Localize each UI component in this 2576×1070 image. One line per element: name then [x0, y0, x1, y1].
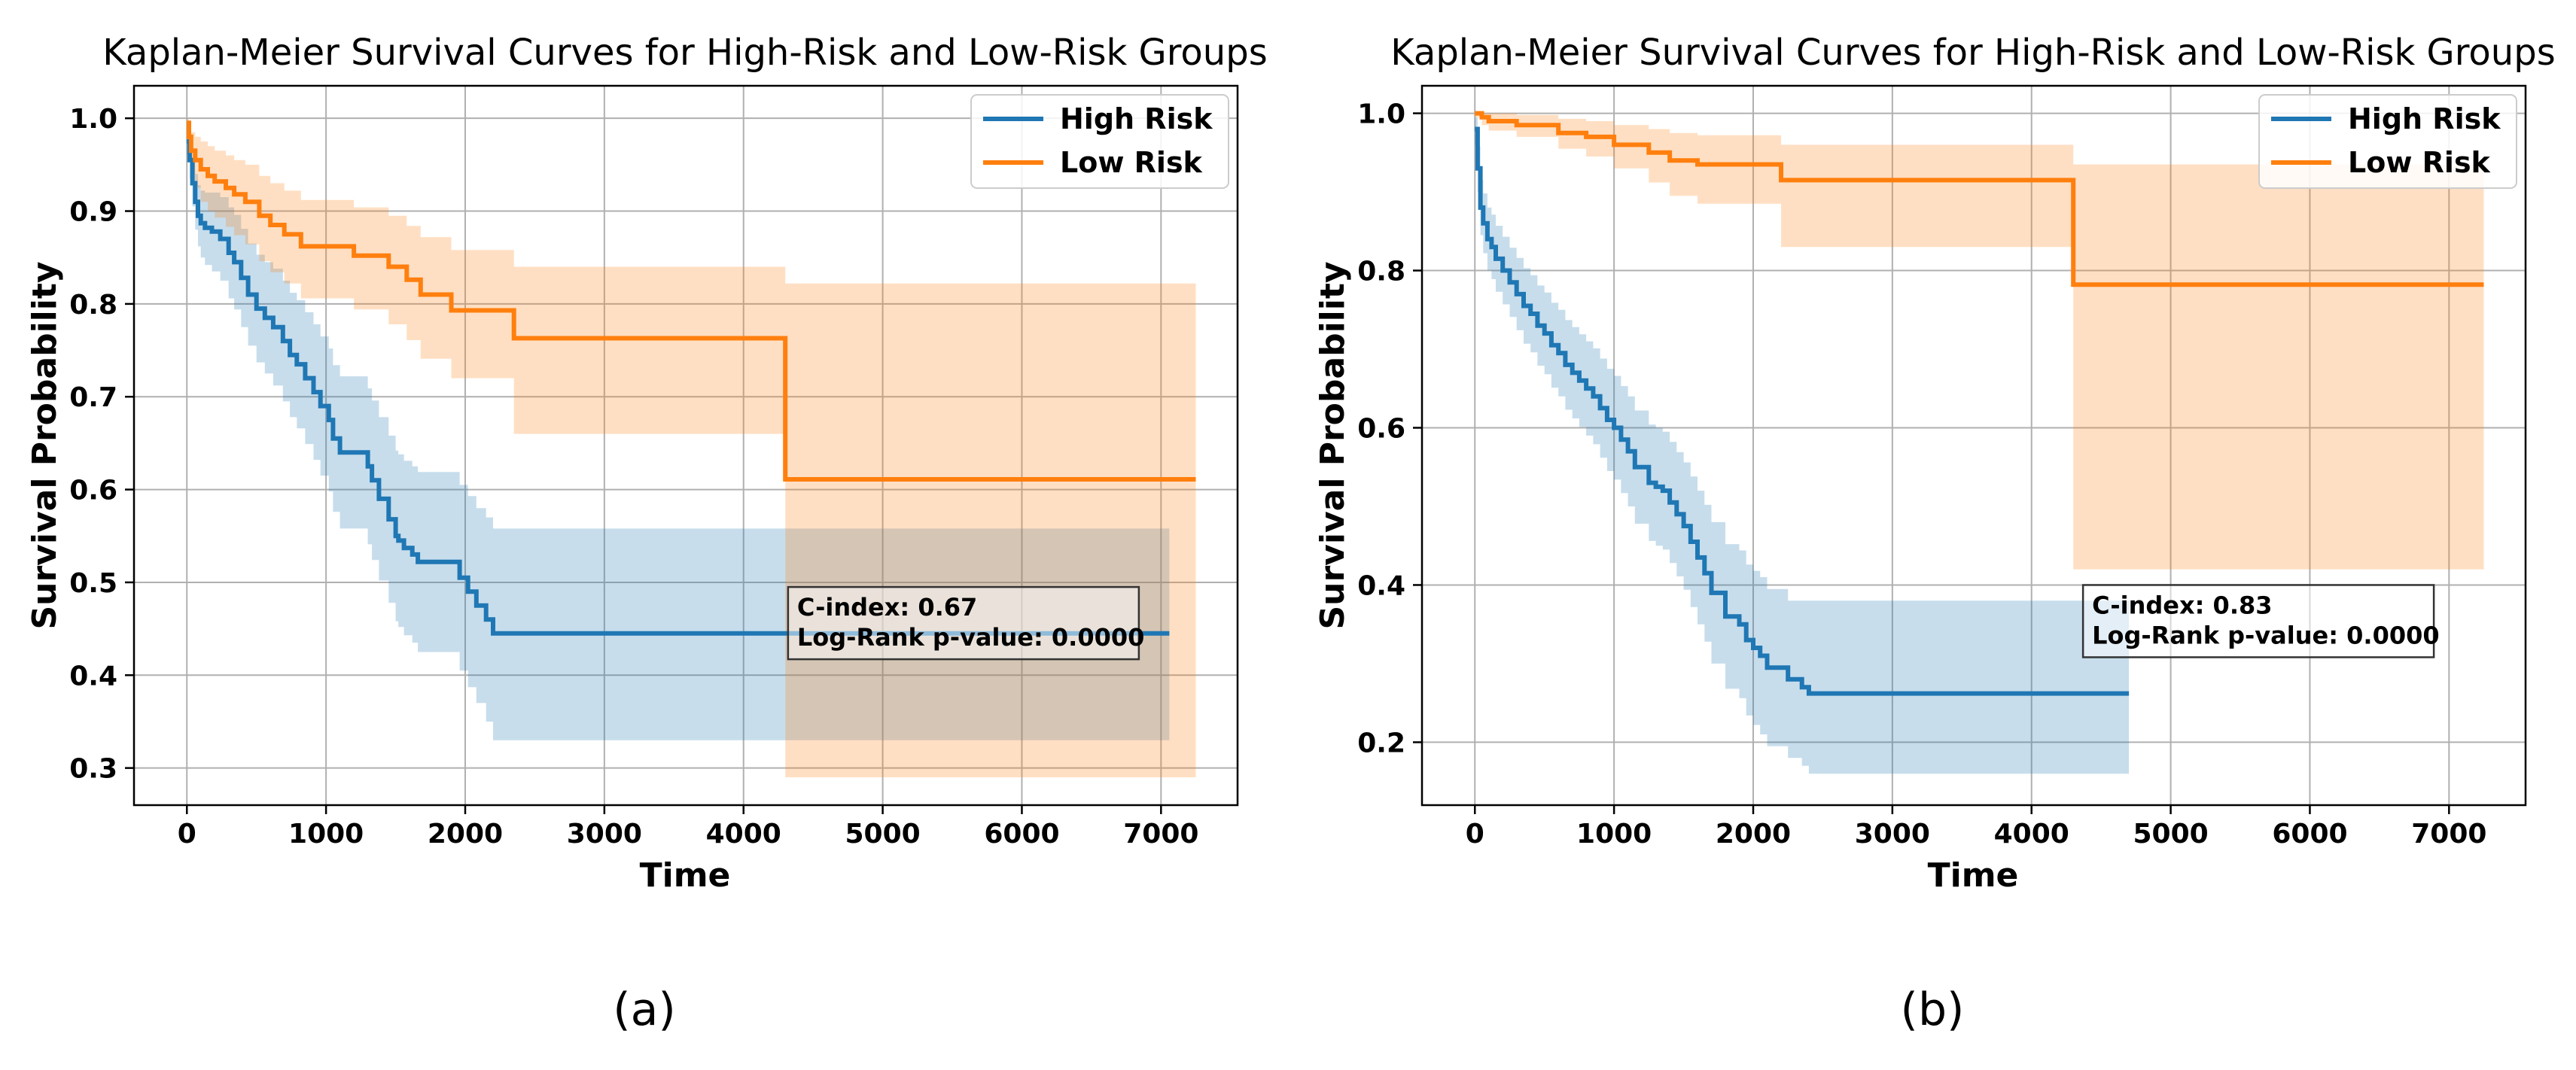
high-risk-survival-curve	[1475, 126, 2130, 696]
x-tick-label: 1000	[288, 819, 364, 850]
x-tick-label: 2000	[428, 819, 503, 850]
figure-caption: (b)	[1901, 983, 1965, 1036]
annotation-box	[787, 585, 1140, 661]
y-axis-label: Survival Probability	[1314, 261, 1352, 629]
y-tick-label: 0.4	[1357, 570, 1405, 601]
x-tick-label: 4000	[706, 819, 781, 850]
chart-panel-b: Kaplan-Meier Survival Curves for High-Ri…	[1288, 0, 2576, 1070]
c-index-annotation: C-index: 0.83	[2092, 591, 2272, 619]
x-tick-label: 7000	[2411, 819, 2486, 850]
legend-label-high-risk: High Risk	[1060, 102, 1213, 135]
y-tick-label: 0.7	[69, 382, 117, 413]
y-tick-label: 0.6	[1357, 413, 1405, 444]
x-axis-label: Time	[640, 856, 731, 895]
x-tick-label: 7000	[1123, 819, 1198, 850]
x-tick-label: 0	[1466, 819, 1484, 850]
y-tick-label: 1.0	[69, 104, 117, 135]
chart-title: Kaplan-Meier Survival Curves for High-Ri…	[102, 32, 1267, 74]
x-tick-label: 3000	[567, 819, 642, 850]
p-value-annotation: Log-Rank p-value: 0.0000	[2092, 621, 2440, 649]
p-value-annotation: Log-Rank p-value: 0.0000	[797, 623, 1145, 652]
legend-label-low-risk: Low Risk	[1060, 146, 1203, 179]
figure-caption: (a)	[613, 983, 676, 1036]
x-tick-label: 1000	[1576, 819, 1652, 850]
low-risk-survival-curve	[1475, 111, 2484, 287]
chart-title: Kaplan-Meier Survival Curves for High-Ri…	[1390, 32, 2555, 74]
km-chart-b: Kaplan-Meier Survival Curves for High-Ri…	[1314, 32, 2556, 1036]
c-index-annotation: C-index: 0.67	[797, 593, 977, 622]
y-tick-label: 0.8	[1357, 257, 1405, 287]
plot-frame	[132, 84, 1239, 807]
annotation-box	[2081, 584, 2435, 658]
y-tick-label: 0.3	[69, 754, 117, 785]
y-tick-label: 0.4	[69, 661, 117, 692]
y-tick-label: 0.8	[69, 290, 117, 321]
y-tick-label: 0.2	[1357, 728, 1405, 758]
low-risk-survival-curve	[187, 120, 1196, 482]
low-risk-confidence-band	[1475, 113, 2484, 570]
x-tick-label: 6000	[2272, 819, 2347, 850]
legend-label-low-risk: Low Risk	[2348, 146, 2491, 179]
high-risk-confidence-band	[1475, 117, 2130, 774]
x-tick-label: 2000	[1716, 819, 1791, 850]
x-tick-label: 5000	[845, 819, 920, 850]
y-tick-label: 0.5	[69, 568, 117, 599]
plot-frame	[1420, 84, 2527, 807]
x-tick-label: 3000	[1855, 819, 1930, 850]
x-tick-label: 5000	[2133, 819, 2208, 850]
legend-label-high-risk: High Risk	[2348, 102, 2501, 135]
x-tick-label: 0	[178, 819, 196, 850]
y-tick-label: 0.9	[69, 197, 117, 228]
y-tick-label: 0.6	[69, 476, 117, 506]
km-chart-a: Kaplan-Meier Survival Curves for High-Ri…	[26, 32, 1268, 1036]
chart-panel-a: Kaplan-Meier Survival Curves for High-Ri…	[26, 32, 1268, 1036]
high-risk-survival-curve	[187, 139, 1170, 636]
y-axis-label: Survival Probability	[26, 261, 64, 629]
y-tick-label: 1.0	[1357, 99, 1405, 130]
x-tick-label: 4000	[1994, 819, 2069, 850]
x-tick-label: 6000	[984, 819, 1059, 850]
x-axis-label: Time	[1928, 856, 2019, 895]
